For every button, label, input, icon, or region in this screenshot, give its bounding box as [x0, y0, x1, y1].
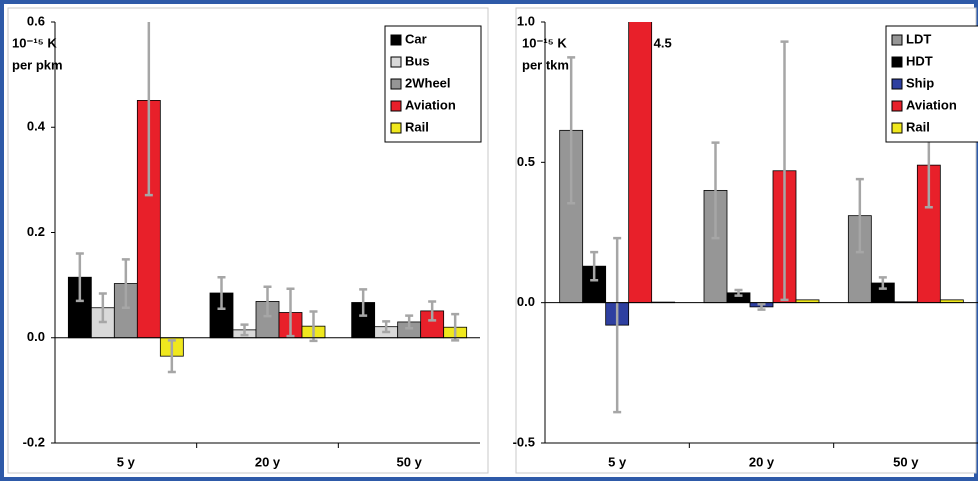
- legend-swatch: [390, 34, 402, 46]
- legend-swatch: [390, 56, 402, 68]
- legend-label: Aviation: [405, 97, 456, 112]
- legend-swatch: [390, 100, 402, 112]
- legend-label: Bus: [405, 53, 430, 68]
- error-bar: [98, 292, 107, 324]
- y-tick-label: 0.5: [517, 154, 535, 169]
- y-tick-label: -0.2: [23, 434, 45, 449]
- x-tick-label: 20 y: [255, 454, 281, 469]
- error-bar: [451, 312, 460, 342]
- error-bar: [613, 236, 622, 414]
- x-tick-label: 50 y: [893, 454, 919, 469]
- legend-label: Car: [405, 31, 427, 46]
- error-bar: [263, 285, 272, 318]
- legend-swatch: [891, 122, 903, 134]
- legend-swatch: [390, 122, 402, 134]
- error-bar: [286, 287, 295, 338]
- x-tick-label: 5 y: [117, 454, 136, 469]
- error-bar: [144, 22, 153, 197]
- bars: [67, 22, 468, 374]
- error-bar: [711, 141, 720, 240]
- y-axis-label: 10⁻¹⁵ K: [12, 35, 57, 50]
- legend-label: Rail: [405, 119, 429, 134]
- bars: [559, 22, 964, 414]
- error-bar: [121, 258, 130, 310]
- error-bar: [567, 56, 576, 205]
- y-tick-label: 1.0: [517, 13, 535, 28]
- error-bar: [309, 310, 318, 343]
- bar: [628, 22, 653, 304]
- legend-label: Aviation: [906, 97, 957, 112]
- error-bar: [780, 40, 789, 302]
- legend-swatch: [891, 34, 903, 46]
- legend-label: Ship: [906, 75, 934, 90]
- x-tick-label: 20 y: [749, 454, 775, 469]
- legend-swatch: [891, 100, 903, 112]
- legend-label: HDT: [906, 53, 933, 68]
- error-bar: [359, 288, 368, 317]
- error-bar: [590, 250, 599, 282]
- y-tick-label: 0.6: [27, 13, 45, 28]
- y-tick-label: 0.0: [517, 294, 535, 309]
- x-tick-label: 5 y: [608, 454, 627, 469]
- error-bar: [382, 320, 391, 334]
- error-bar: [75, 252, 84, 303]
- value-label: 4.5: [654, 35, 672, 50]
- error-bar: [878, 276, 887, 290]
- error-bar: [734, 288, 743, 297]
- y-tick-label: 0.4: [27, 119, 46, 134]
- y-tick-label: -0.5: [513, 434, 535, 449]
- legend-swatch: [891, 78, 903, 90]
- y-tick-label: 0.2: [27, 224, 45, 239]
- error-bar: [855, 177, 864, 254]
- error-bar: [757, 302, 766, 311]
- legend-swatch: [390, 78, 402, 90]
- x-tick-label: 50 y: [397, 454, 423, 469]
- legend-label: 2Wheel: [405, 75, 451, 90]
- y-axis-label: per pkm: [12, 57, 63, 72]
- y-tick-label: 0.0: [27, 329, 45, 344]
- legend-label: Rail: [906, 119, 930, 134]
- error-bar: [405, 314, 414, 330]
- error-bar: [167, 339, 176, 374]
- legend-swatch: [891, 56, 903, 68]
- error-bar: [240, 323, 249, 337]
- legend-label: LDT: [906, 31, 931, 46]
- error-bar: [428, 300, 437, 322]
- error-bar: [217, 275, 226, 311]
